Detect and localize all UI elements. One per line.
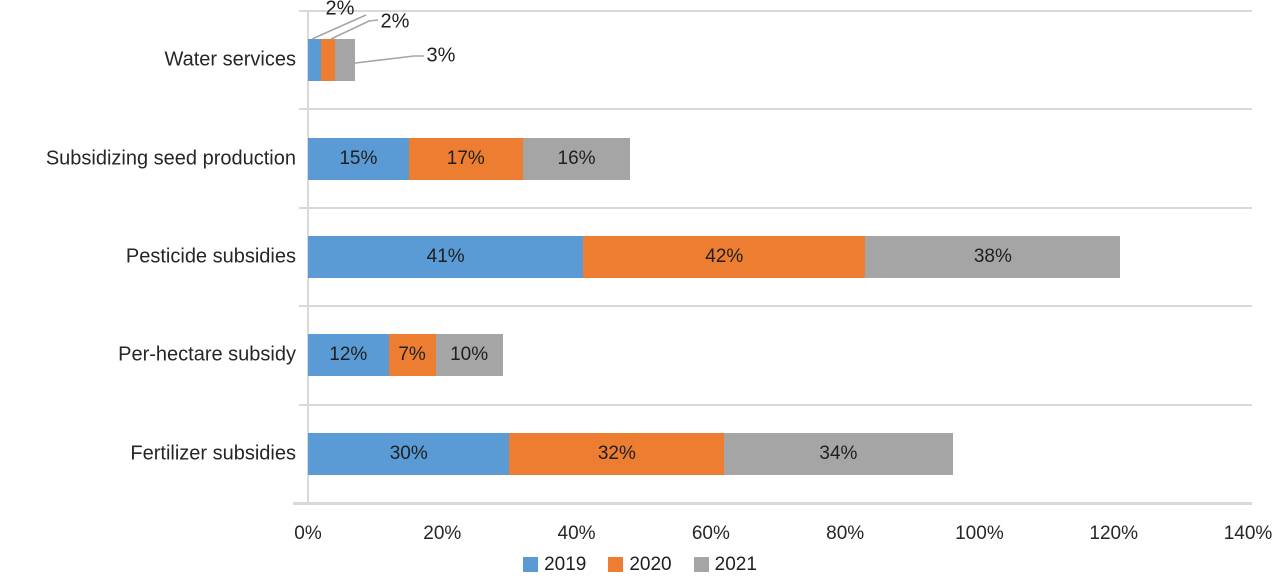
callout-data-label: 2% [380,10,410,33]
gridline [299,305,1252,308]
data-label: 17% [446,147,485,169]
category-label: Water services [164,48,296,71]
category-label: Pesticide subsidies [125,245,296,268]
data-label: 38% [973,246,1012,267]
legend-item-2021: 2021 [693,553,757,575]
bar-segment-2020 [583,236,866,278]
legend: 2019 2020 2021 [0,553,1280,575]
bar-segment-2020 [509,432,725,475]
bar-segment-2019 [308,137,409,180]
data-label: 30% [389,442,428,464]
value-axis-tick-label: 80% [826,523,865,544]
legend-swatch-icon [693,556,709,572]
data-label: 41% [426,246,465,267]
gridline [299,108,1252,111]
value-axis-tick-label: 140% [1223,523,1273,544]
value-axis-tick-label: 40% [557,523,596,544]
bar-segment-2020 [388,334,436,377]
gridline [299,206,1252,209]
data-label: 42% [705,246,744,267]
value-axis-tick-label: 0% [294,523,322,544]
data-label: 34% [819,442,858,464]
bar-segment-2021 [724,432,953,475]
bar-segment-2021 [334,39,355,82]
value-axis-tick-label: 100% [955,523,1004,544]
bar-segment-2020 [408,137,523,180]
leader-line [346,55,424,65]
legend-item-2019: 2019 [523,555,586,574]
data-label: 10% [450,344,489,366]
bar-segment-2021 [865,236,1121,278]
gridline [299,10,1252,12]
value-axis-tick-label: 60% [691,523,730,544]
bar-segment-2021 [435,334,503,377]
legend-label: 2021 [714,553,757,575]
legend-swatch-icon [523,556,539,572]
value-axis-tick-label: 20% [423,523,462,544]
callout-data-label: 3% [426,44,456,67]
callout-data-label: 2% [325,0,355,20]
data-label: 16% [557,147,596,169]
data-label: 12% [329,344,368,366]
category-label: Subsidizing seed production [45,147,296,170]
bar-segment-2019 [308,432,510,475]
data-label: 7% [398,344,426,366]
bar-segment-2019 [308,236,584,278]
gridline [299,403,1252,406]
leader-line [330,19,379,40]
data-label: 15% [339,147,378,169]
category-label: Fertilizer subsidies [130,442,296,465]
value-axis-line [293,502,1252,505]
bar-segment-2021 [522,137,631,180]
legend-label: 2019 [544,553,587,575]
value-axis-tick-label: 120% [1089,523,1139,544]
bar-segment-2019 [308,39,322,82]
legend-swatch-icon [608,556,624,572]
bar-segment-2020 [321,39,335,82]
data-label: 32% [597,442,636,464]
category-label: Per-hectare subsidy [118,343,296,366]
legend-label: 2020 [629,553,672,575]
bar-segment-2019 [308,334,389,377]
legend-item-2020: 2020 [608,553,672,575]
